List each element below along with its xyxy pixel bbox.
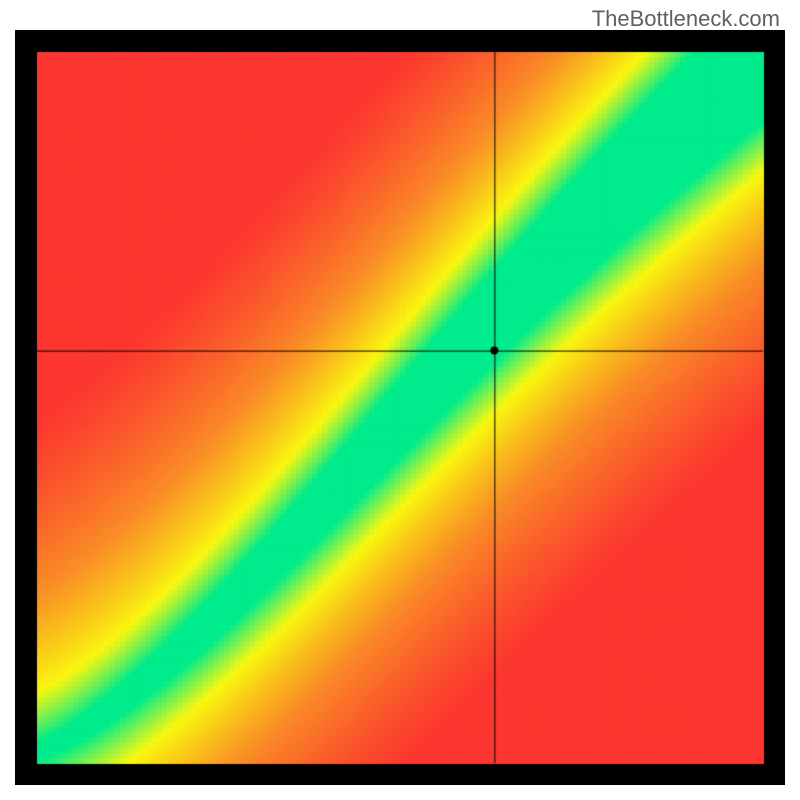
watermark-text: TheBottleneck.com <box>592 6 780 32</box>
bottleneck-heatmap <box>15 30 785 785</box>
chart-frame <box>15 30 785 785</box>
